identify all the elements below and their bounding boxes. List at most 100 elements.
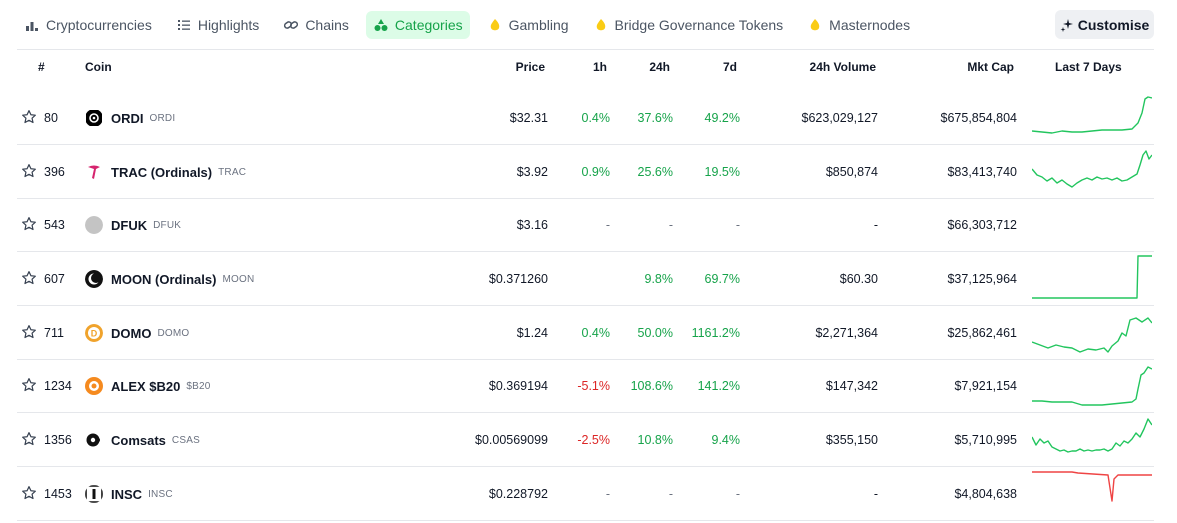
- coin-name[interactable]: INSC: [111, 486, 143, 502]
- nav-categories[interactable]: Categories: [365, 10, 470, 39]
- coin-name[interactable]: ALEX $B20: [111, 378, 181, 394]
- change-7d-cell: -: [735, 487, 740, 501]
- coin-cell[interactable]: INSC INSC: [85, 467, 173, 521]
- sparkline-chart: [1032, 96, 1152, 134]
- nav-label: Bridge Governance Tokens: [614, 16, 784, 33]
- category-nav: Cryptocurrencies Highlights Chains Categ…: [0, 0, 1177, 49]
- mkt-cap-cell: $7,921,154: [954, 379, 1017, 393]
- rank-cell: 1234: [44, 379, 72, 393]
- coin-symbol: DOMO: [157, 327, 190, 339]
- rank-cell: 543: [44, 218, 65, 232]
- coin-name[interactable]: Comsats: [111, 432, 166, 448]
- nav-label: Categories: [394, 16, 463, 33]
- list-icon: [176, 17, 192, 33]
- price-cell: $0.228792: [488, 487, 548, 501]
- header-7d[interactable]: 7d: [722, 60, 737, 74]
- mkt-cap-cell: $5,710,995: [954, 433, 1017, 447]
- change-1h-cell: 0.9%: [581, 165, 611, 179]
- table-row[interactable]: 80 ORDI ORDI $32.31 0.4% 37.6% 49.2% $623,029,1…: [17, 91, 1154, 145]
- shapes-icon: [373, 17, 389, 33]
- coin-name[interactable]: DFUK: [111, 217, 148, 233]
- coin-cell[interactable]: TRAC (Ordinals) TRAC: [85, 145, 246, 199]
- coin-symbol: ORDI: [149, 112, 176, 124]
- change-7d-cell: 1161.2%: [691, 326, 740, 340]
- header-rank[interactable]: #: [38, 60, 45, 74]
- customise-button[interactable]: Customise: [1055, 10, 1154, 39]
- sparkle-icon: [1060, 18, 1074, 32]
- coin-cell[interactable]: DFUK DFUK: [85, 198, 181, 252]
- volume-cell: $355,150: [825, 433, 878, 447]
- nav-divider: [17, 49, 1154, 50]
- star-icon[interactable]: [21, 431, 37, 447]
- header-coin[interactable]: Coin: [85, 60, 112, 74]
- coin-cell[interactable]: D DOMO DOMO: [85, 306, 189, 360]
- nav-highlights[interactable]: Highlights: [169, 11, 266, 39]
- header-24h-volume[interactable]: 24h Volume: [809, 60, 876, 74]
- change-7d-cell: 9.4%: [711, 433, 741, 447]
- nav-chains[interactable]: Chains: [276, 11, 356, 39]
- star-icon[interactable]: [21, 109, 37, 125]
- nav-cryptocurrencies[interactable]: Cryptocurrencies: [17, 11, 159, 39]
- header-1h[interactable]: 1h: [592, 60, 607, 74]
- table-row[interactable]: 396 TRAC (Ordinals) TRAC $3.92 0.9% 25.6% 19.5…: [17, 145, 1154, 199]
- flame-icon: [487, 17, 503, 33]
- price-cell: $0.371260: [488, 272, 548, 286]
- volume-cell: $147,342: [825, 379, 878, 393]
- link-icon: [283, 17, 299, 33]
- change-7d-cell: 49.2%: [704, 111, 740, 125]
- change-7d-cell: 141.2%: [697, 379, 740, 393]
- star-icon[interactable]: [21, 377, 37, 393]
- star-icon[interactable]: [21, 324, 37, 340]
- coin-name[interactable]: MOON (Ordinals): [111, 271, 217, 287]
- star-icon[interactable]: [21, 485, 37, 501]
- rank-cell: 607: [44, 272, 65, 286]
- change-24h-cell: 10.8%: [637, 433, 673, 447]
- domo-logo-icon: D: [85, 324, 103, 342]
- coin-name[interactable]: DOMO: [111, 325, 152, 341]
- header-24h[interactable]: 24h: [649, 60, 670, 74]
- svg-text:D: D: [91, 329, 98, 339]
- bar-chart-icon: [24, 17, 40, 33]
- coin-name[interactable]: ORDI: [111, 110, 144, 126]
- coin-symbol: $B20: [186, 380, 211, 392]
- table-row[interactable]: 607 MOON (Ordinals) MOON $0.371260 9.8% 69.7%…: [17, 252, 1154, 306]
- coin-cell[interactable]: ORDI ORDI: [85, 91, 175, 145]
- mkt-cap-cell: $675,854,804: [940, 111, 1017, 125]
- table-row[interactable]: 543 DFUK DFUK $3.16 - - - - $66,303,712: [17, 198, 1154, 252]
- star-icon[interactable]: [21, 216, 37, 232]
- change-7d-cell: -: [735, 218, 740, 232]
- change-24h-cell: 25.6%: [637, 165, 673, 179]
- comsats-logo-icon: [85, 431, 103, 449]
- coin-cell[interactable]: MOON (Ordinals) MOON: [85, 252, 254, 306]
- table-row[interactable]: 1453 INSC INSC $0.228792 - - - - $4,804,638: [17, 467, 1154, 521]
- moon-logo-icon: [85, 270, 103, 288]
- coin-name[interactable]: TRAC (Ordinals): [111, 164, 213, 180]
- table-row[interactable]: 1356 Comsats CSAS $0.00569099 -2.5% 10.8% 9.4%…: [17, 413, 1154, 467]
- star-icon[interactable]: [21, 163, 37, 179]
- change-24h-cell: 108.6%: [630, 379, 673, 393]
- change-24h-cell: 50.0%: [637, 326, 673, 340]
- table-row[interactable]: 1234 ALEX $B20 $B20 $0.369194 -5.1% 108.6% 141…: [17, 359, 1154, 413]
- sparkline-chart: [1032, 366, 1152, 406]
- volume-cell: $2,271,364: [815, 326, 878, 340]
- table-row[interactable]: 711 D DOMO DOMO $1.24 0.4% 50.0% 1161.2% $2,271,…: [17, 306, 1154, 360]
- change-1h-cell: -: [605, 487, 610, 501]
- nav-bridge-governance-tokens[interactable]: Bridge Governance Tokens: [586, 11, 791, 39]
- coin-cell[interactable]: Comsats CSAS: [85, 413, 200, 467]
- header-mkt-cap[interactable]: Mkt Cap: [967, 60, 1014, 74]
- sparkline-chart: [1032, 418, 1152, 453]
- change-24h-cell: -: [668, 487, 673, 501]
- volume-cell: $60.30: [839, 272, 878, 286]
- nav-label: Highlights: [197, 16, 260, 33]
- coin-cell[interactable]: ALEX $B20 $B20: [85, 359, 211, 413]
- price-cell: $32.31: [509, 111, 548, 125]
- header-price[interactable]: Price: [515, 60, 545, 74]
- nav-masternodes[interactable]: Masternodes: [800, 11, 917, 39]
- nav-gambling[interactable]: Gambling: [480, 11, 576, 39]
- star-icon[interactable]: [21, 270, 37, 286]
- price-cell: $1.24: [516, 326, 548, 340]
- change-1h-cell: -5.1%: [577, 379, 610, 393]
- nav-label: Cryptocurrencies: [46, 16, 152, 33]
- price-cell: $0.00569099: [475, 433, 548, 447]
- price-cell: $0.369194: [488, 379, 548, 393]
